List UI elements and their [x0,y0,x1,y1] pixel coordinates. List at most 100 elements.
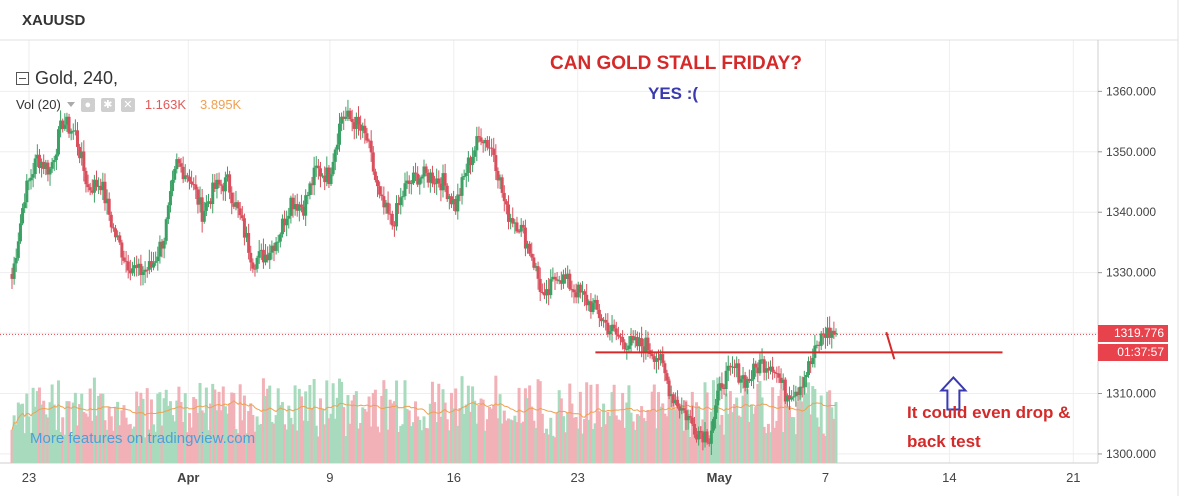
candle-body [325,167,329,183]
candle-body [826,327,830,338]
candle-body [78,146,82,159]
volume-bar [739,416,743,463]
x-axis: 23 Apr 9 16 23 May 7 14 21 [22,470,1081,485]
volume-bar [403,380,407,463]
volume-bar [460,376,464,463]
watermark-link[interactable]: More features on tradingview.com [30,430,256,447]
volume-bar [183,393,187,463]
candle-body [242,218,246,238]
volume-bar [50,384,54,463]
volume-bar [804,392,808,463]
candle-body [534,266,538,268]
volume-bar [187,413,191,463]
volume-bar [591,429,595,463]
candle-body [487,147,491,149]
candle-body [228,174,232,193]
volume-bar [46,417,50,463]
candle-body [194,184,198,190]
volume-bar [773,427,777,463]
volume-bar [523,388,527,463]
candle-body [278,234,282,242]
dropdown-icon[interactable] [66,102,75,107]
volume-bar [587,419,591,463]
volume-bar [811,386,815,463]
candle-body [800,386,804,388]
candle-body [665,373,669,381]
volume-bar [473,400,477,463]
candle-body [44,162,48,170]
candle-body [103,181,107,204]
volume-bar [692,419,696,463]
volume-bar [312,379,316,463]
candle-body [568,273,572,290]
candle-body [646,337,650,351]
x-tick-label: 7 [822,470,829,485]
candle-body [741,375,745,380]
volume-bar [479,398,483,463]
candle-body [792,396,796,398]
candle-body [135,265,139,268]
candle-body [109,214,113,228]
candle-body [764,368,768,373]
volume-bar [452,408,456,463]
volume-bar [335,397,339,463]
candle-body [240,215,244,219]
close-icon[interactable]: ✕ [120,97,135,112]
candle-body [798,386,802,395]
volume-bar [209,403,213,463]
candle-body [494,155,498,172]
volume-bar [156,393,160,463]
vol-label: Vol (20) [16,97,61,112]
volume-bar [92,377,96,463]
candle-body [196,189,200,205]
candle-body [650,354,654,357]
candle-body [329,174,333,185]
candle-body [337,123,341,145]
y-tick-label: 1350.000 [1106,145,1156,159]
candle-body [253,268,257,270]
candle-body [578,284,582,293]
volume-bar [769,432,773,463]
volume-bar [743,388,747,463]
candle-body [783,379,787,402]
candle-body [644,337,648,354]
candle-body [73,130,77,132]
candle-body [145,269,149,271]
candle-body [676,399,680,407]
volume-bar [42,400,46,463]
candle-body [669,394,673,397]
candle-body [739,379,743,383]
candle-body [327,167,331,185]
candle-body [156,256,160,262]
candle-body [823,333,827,338]
candle-body [758,359,762,374]
volume-bar [392,401,396,463]
candle-body [671,394,675,404]
candle-body [219,184,223,186]
candle-body [403,183,407,197]
candle-body [523,227,527,249]
collapse-icon[interactable] [16,72,29,85]
candle-body [416,173,420,185]
volume-bar [149,399,153,463]
candle-body [37,154,41,169]
eye-icon[interactable]: ● [80,97,95,112]
candle-body [204,202,208,211]
gear-icon[interactable]: ✱ [100,97,115,112]
candle-body [306,195,310,197]
volume-bar [59,432,63,463]
candle-body [344,116,348,119]
candle-body [616,334,620,337]
candle-body [280,218,284,235]
volume-bar [253,431,257,463]
volume-bar [534,427,538,463]
volume-bar [661,403,665,463]
volume-bar [31,387,35,463]
candle-body [834,333,838,335]
candle-body [69,131,73,134]
candle-body [606,322,610,335]
candle-body [733,366,737,368]
volume-bar [152,424,156,463]
symbol-title[interactable]: XAUUSD [22,12,86,29]
up-arrow-icon [939,375,968,411]
